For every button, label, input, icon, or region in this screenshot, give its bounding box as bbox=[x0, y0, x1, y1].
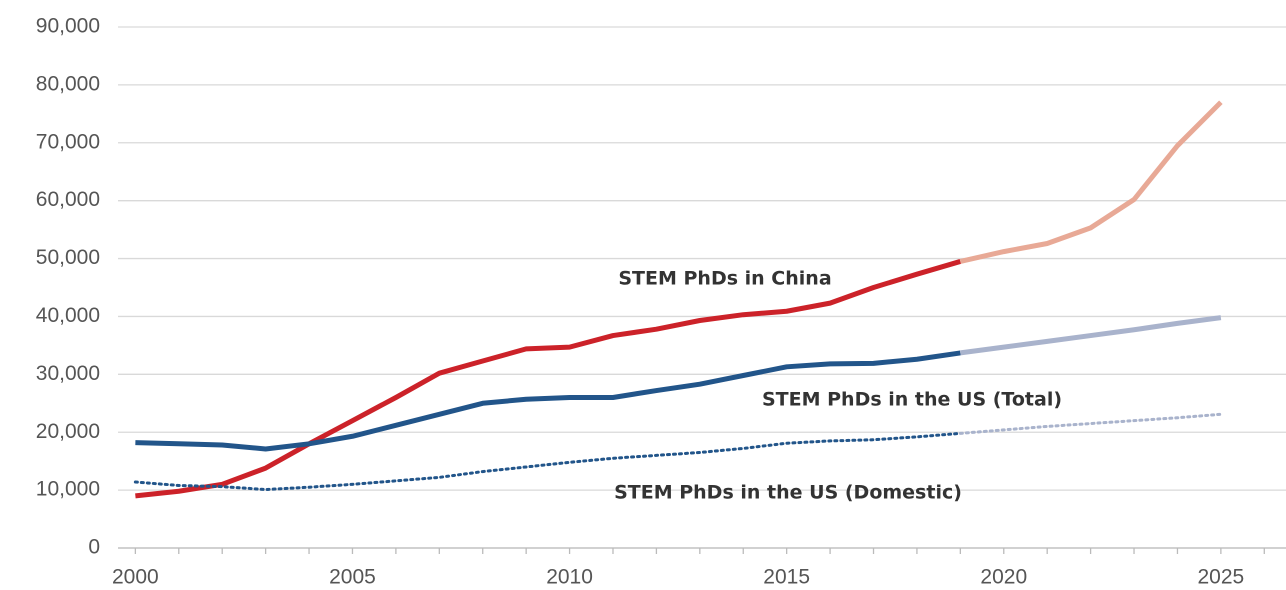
y-tick-label: 40,000 bbox=[36, 304, 100, 327]
y-tick-label: 80,000 bbox=[36, 72, 100, 95]
y-tick-label: 10,000 bbox=[36, 478, 100, 501]
y-tick-label: 20,000 bbox=[36, 420, 100, 443]
series-line bbox=[960, 315, 1222, 356]
x-tick-label: 2010 bbox=[546, 566, 593, 589]
y-tick-label: 0 bbox=[88, 536, 100, 559]
series-label: STEM PhDs in the US (Total) bbox=[762, 389, 1062, 411]
series-line bbox=[133, 431, 962, 492]
x-tick-label: 2015 bbox=[763, 566, 810, 589]
y-tick-label: 70,000 bbox=[36, 130, 100, 153]
series-line bbox=[135, 350, 961, 452]
y-tick-label: 50,000 bbox=[36, 246, 100, 269]
x-tick-label: 2005 bbox=[329, 566, 376, 589]
x-tick-label: 2000 bbox=[112, 566, 159, 589]
y-tick-label: 30,000 bbox=[36, 362, 100, 385]
y-tick-label: 90,000 bbox=[36, 15, 100, 38]
series-label: STEM PhDs in China bbox=[618, 268, 831, 290]
series-label: STEM PhDs in the US (Domestic) bbox=[614, 482, 962, 504]
x-tick-label: 2020 bbox=[980, 566, 1027, 589]
y-tick-label: 60,000 bbox=[36, 188, 100, 211]
x-tick-label: 2025 bbox=[1198, 566, 1245, 589]
series-line bbox=[959, 100, 1223, 264]
series-line bbox=[135, 259, 962, 499]
series-line bbox=[958, 412, 1223, 435]
